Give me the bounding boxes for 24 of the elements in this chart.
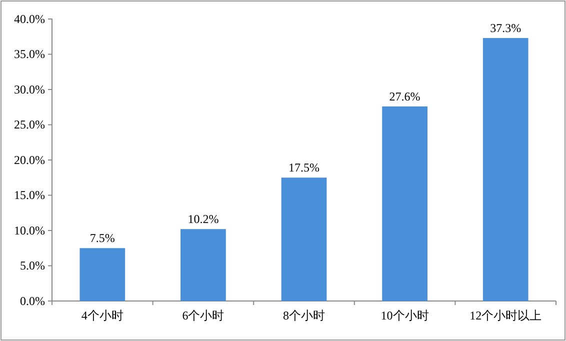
x-tick-label: 6个小时 [182,308,224,323]
y-tick-label: 5.0% [20,258,45,273]
x-tick-label: 12个小时以上 [470,308,542,323]
bar [180,229,226,301]
y-tick-label: 40.0% [14,12,45,26]
x-tick-label: 10个小时 [380,308,429,323]
data-label: 37.3% [490,21,522,36]
bar [281,178,327,301]
data-label: 7.5% [90,231,115,246]
y-tick-label: 20.0% [14,152,45,167]
x-tick-label: 4个小时 [81,308,124,323]
data-label: 17.5% [288,160,320,175]
y-tick-label: 30.0% [14,82,45,96]
data-label: 27.6% [389,89,420,104]
x-tick-label: 8个小时 [283,308,325,323]
bar [382,106,428,301]
y-tick-label: 35.0% [14,47,45,62]
y-tick-label: 25.0% [14,118,45,132]
y-tick-label: 0.0% [20,294,45,308]
y-tick-label: 15.0% [14,188,45,202]
bar [80,248,126,301]
data-label: 10.2% [188,212,219,226]
y-tick-label: 10.0% [14,223,45,238]
bar [482,38,528,301]
